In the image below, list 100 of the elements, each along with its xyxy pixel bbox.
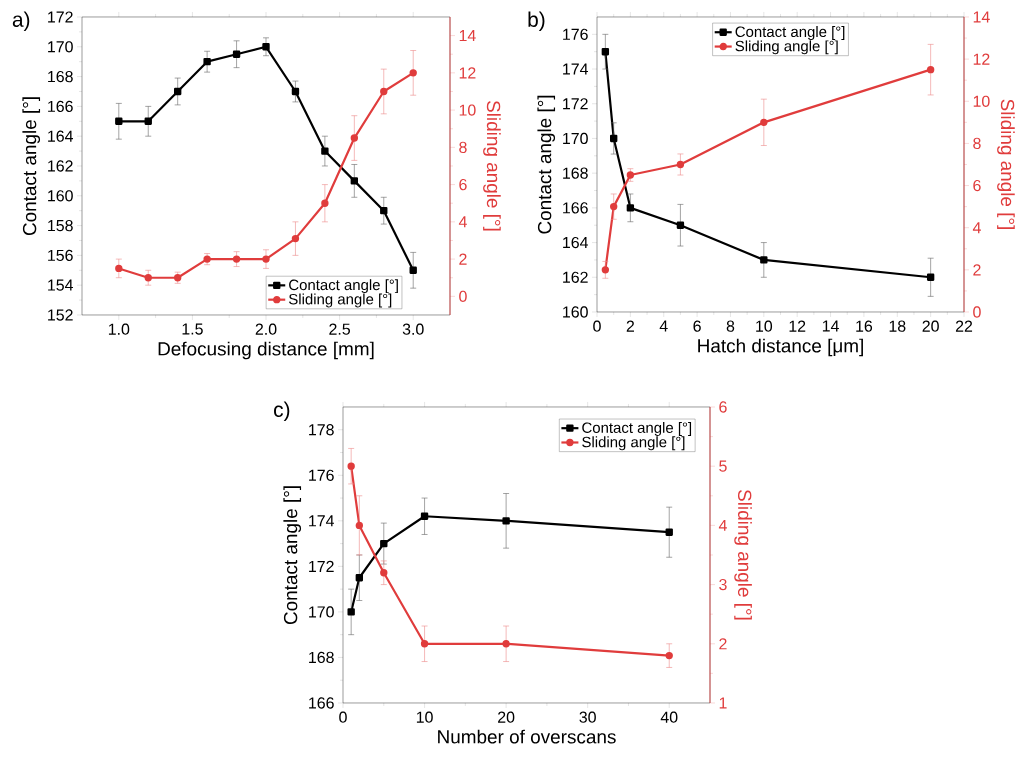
point bbox=[174, 87, 182, 96]
point bbox=[626, 171, 635, 179]
x-tick-label: 18 bbox=[889, 320, 906, 332]
y-tick-label: 156 bbox=[48, 249, 73, 262]
point bbox=[321, 199, 329, 207]
y-axis-title: Contact angle [°] bbox=[537, 95, 556, 234]
x-tick-label: 22 bbox=[955, 320, 973, 332]
point bbox=[380, 206, 388, 215]
point bbox=[601, 48, 610, 56]
chart-title: b) bbox=[528, 11, 545, 32]
point bbox=[760, 118, 768, 127]
point bbox=[926, 65, 935, 74]
y-tick-label: 168 bbox=[309, 651, 334, 664]
point bbox=[409, 69, 417, 77]
x-tick-label: 16 bbox=[856, 320, 873, 332]
x-tick-label: 6 bbox=[693, 320, 701, 332]
y-tick-label: 154 bbox=[48, 279, 74, 291]
x-tick-label: 12 bbox=[789, 320, 806, 332]
legend-label: Sliding angle [°] bbox=[289, 293, 392, 308]
y-tick-label: 172 bbox=[309, 560, 334, 572]
x-tick-label: 3.0 bbox=[402, 323, 424, 335]
point bbox=[115, 117, 123, 125]
point bbox=[502, 640, 510, 648]
y2-tick-label: 14 bbox=[973, 11, 990, 23]
point bbox=[355, 574, 364, 582]
point bbox=[380, 569, 388, 577]
y2-tick-label: 6 bbox=[973, 179, 981, 192]
x-tick-label: 2.0 bbox=[255, 323, 277, 335]
y-tick-label: 160 bbox=[48, 190, 73, 202]
x-tick-label: 2 bbox=[626, 320, 634, 332]
x-tick-label: 10 bbox=[416, 711, 433, 723]
x-tick-label: 10 bbox=[756, 320, 773, 332]
point bbox=[502, 517, 510, 525]
y2-axis-title: Sliding angle [°] bbox=[483, 100, 501, 231]
y2-tick-label: 2 bbox=[973, 264, 981, 276]
y-tick-label: 164 bbox=[563, 236, 589, 249]
y-tick-label: 160 bbox=[563, 306, 588, 318]
point bbox=[262, 255, 270, 263]
y-tick-label: 170 bbox=[309, 606, 334, 618]
x-tick-label: 14 bbox=[822, 320, 839, 332]
point bbox=[409, 266, 417, 274]
legend-label: Contact angle [°] bbox=[582, 422, 692, 436]
y-tick-label: 166 bbox=[563, 202, 588, 214]
x-tick-label: 20 bbox=[922, 320, 939, 332]
point bbox=[115, 264, 123, 273]
y-tick-label: 164 bbox=[48, 130, 74, 142]
y2-tick-label: 4 bbox=[718, 519, 727, 531]
y2-tick-label: 1 bbox=[719, 697, 727, 709]
y2-tick-label: 12 bbox=[459, 67, 476, 79]
y2-tick-label: 10 bbox=[459, 104, 476, 116]
y-tick-label: 158 bbox=[48, 219, 73, 232]
point bbox=[291, 234, 300, 243]
y-axis-title: Contact angle [°] bbox=[283, 486, 302, 625]
y-axis-title: Contact angle [°] bbox=[22, 97, 41, 236]
point bbox=[174, 274, 182, 282]
point bbox=[601, 266, 610, 274]
y2-tick-label: 0 bbox=[459, 290, 467, 302]
x-tick-label: 1.5 bbox=[182, 323, 203, 335]
legend-label: Sliding angle [°] bbox=[582, 436, 685, 451]
point bbox=[321, 147, 329, 155]
point bbox=[420, 640, 429, 648]
point bbox=[665, 651, 673, 660]
x-tick-label: 1.0 bbox=[108, 323, 130, 335]
point bbox=[350, 134, 359, 142]
point bbox=[355, 521, 364, 530]
legend-label: Sliding angle [°] bbox=[735, 40, 838, 55]
x-tick-label: 20 bbox=[498, 711, 515, 723]
y2-tick-label: 4 bbox=[972, 222, 981, 234]
y-tick-label: 166 bbox=[48, 100, 73, 113]
y-tick-label: 168 bbox=[563, 167, 588, 179]
y2-tick-label: 8 bbox=[973, 137, 981, 150]
point bbox=[380, 539, 388, 548]
point bbox=[144, 117, 152, 125]
y2-tick-label: 8 bbox=[459, 141, 467, 153]
y-tick-label: 178 bbox=[309, 424, 334, 436]
point bbox=[676, 160, 685, 169]
y-tick-label: 168 bbox=[48, 70, 73, 83]
point bbox=[350, 177, 359, 185]
y2-tick-label: 6 bbox=[459, 178, 467, 191]
x-tick-label: 30 bbox=[579, 711, 596, 723]
y2-tick-label: 0 bbox=[973, 306, 981, 318]
point bbox=[665, 528, 673, 536]
point bbox=[626, 204, 635, 212]
point bbox=[232, 50, 241, 58]
y2-tick-label: 3 bbox=[719, 578, 727, 591]
y-tick-label: 176 bbox=[563, 28, 588, 40]
y2-axis-title: Sliding angle [°] bbox=[734, 489, 752, 620]
point bbox=[676, 221, 685, 229]
y2-tick-label: 5 bbox=[719, 460, 727, 472]
legend-label: Contact angle [°] bbox=[735, 26, 845, 40]
y2-tick-label: 10 bbox=[973, 95, 990, 107]
y2-tick-label: 6 bbox=[719, 401, 727, 413]
x-tick-label: 4 bbox=[659, 320, 668, 332]
y-tick-label: 152 bbox=[48, 309, 73, 321]
x-tick-label: 2.5 bbox=[329, 323, 351, 335]
point bbox=[203, 57, 211, 66]
y-tick-label: 166 bbox=[309, 697, 334, 709]
point bbox=[926, 273, 935, 281]
y2-tick-label: 2 bbox=[719, 638, 727, 650]
y2-axis-title: Sliding angle [°] bbox=[997, 99, 1015, 229]
